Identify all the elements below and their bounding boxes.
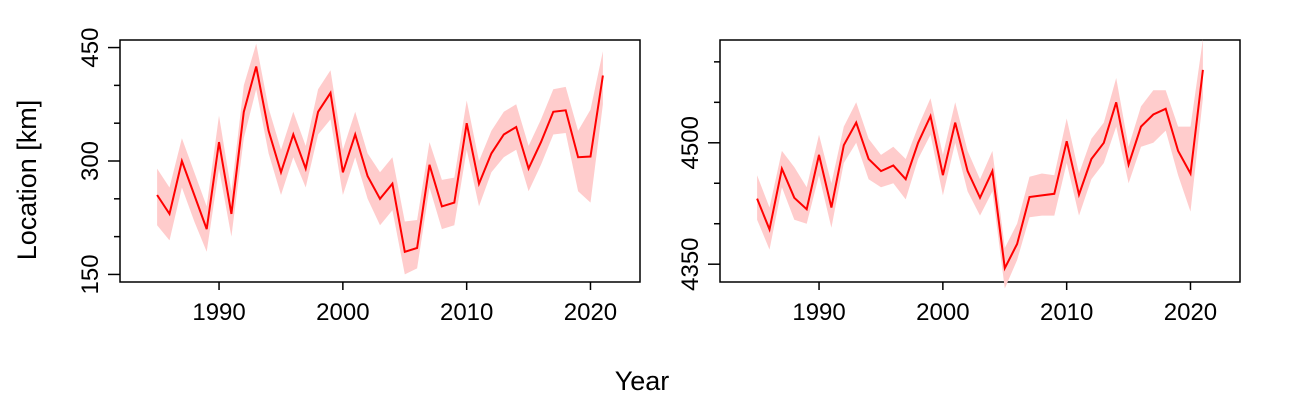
y-tick-label: 150 — [77, 254, 104, 294]
x-tick-label: 2020 — [564, 299, 617, 326]
x-tick-label: 2010 — [440, 299, 493, 326]
confidence-band — [157, 43, 603, 275]
y-tick-label: 450 — [77, 28, 104, 68]
x-tick-label: 1990 — [792, 299, 845, 326]
confidence-band — [757, 39, 1203, 289]
x-tick-label: 2000 — [916, 299, 969, 326]
x-axis-ticks: 1990 2000 2010 2020 — [192, 282, 617, 326]
plot-frame — [119, 39, 641, 283]
x-tick-label: 2000 — [316, 299, 369, 326]
y-axis-ticks: 150 300 450 — [77, 28, 120, 294]
x-tick-label: 2010 — [1040, 299, 1093, 326]
plot-frame — [719, 39, 1241, 283]
y-axis-title: Location [km] — [12, 100, 42, 261]
y-tick-label: 300 — [77, 141, 104, 181]
series-line — [156, 66, 604, 254]
x-tick-label: 2020 — [1164, 299, 1217, 326]
x-tick-label: 1990 — [192, 299, 245, 326]
x-axis-title: Year — [615, 366, 670, 396]
chart-panel-right: 1990 2000 2010 2020 4350 4500 — [677, 39, 1241, 326]
y-axis-ticks: 4350 4500 — [677, 61, 720, 291]
y-tick-label: 4350 — [677, 237, 704, 290]
chart-panel-left: 1990 2000 2010 2020 150 300 450 — [77, 28, 641, 326]
x-axis-ticks: 1990 2000 2010 2020 — [792, 282, 1217, 326]
y-tick-label: 4500 — [677, 116, 704, 169]
series-line — [756, 69, 1204, 272]
